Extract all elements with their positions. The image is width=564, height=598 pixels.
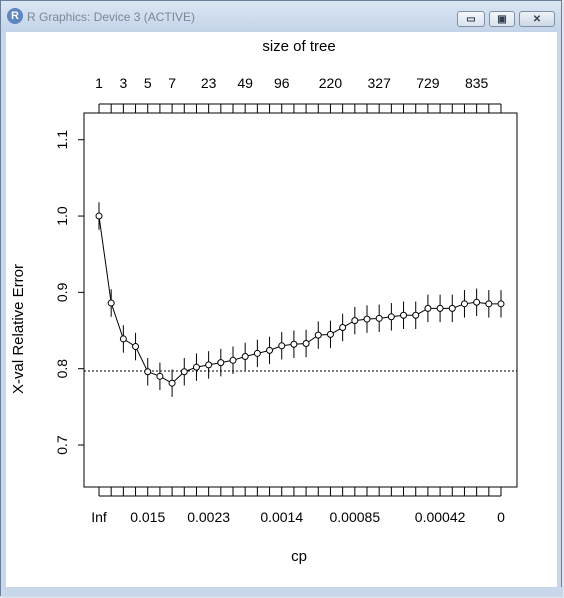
data-point xyxy=(192,363,200,371)
top-tick-label: 49 xyxy=(237,75,253,91)
data-point xyxy=(119,335,127,343)
data-point xyxy=(278,342,286,350)
top-tick-label: 729 xyxy=(416,75,440,91)
plot-frame xyxy=(83,112,518,488)
cp-plot: size of tree cp X-val Relative Error 0.7… xyxy=(10,38,518,565)
series-line xyxy=(98,215,501,384)
data-point xyxy=(253,349,261,357)
data-point xyxy=(387,313,395,321)
bottom-tick-label: 0.0014 xyxy=(260,509,303,525)
data-point xyxy=(485,300,493,308)
data-point xyxy=(375,314,383,322)
top-tick-label: 327 xyxy=(368,75,392,91)
data-point xyxy=(95,212,103,220)
data-point xyxy=(314,331,322,339)
data-point xyxy=(448,304,456,312)
plot-area: size of tree cp X-val Relative Error 0.7… xyxy=(6,32,557,587)
maximize-button[interactable]: ▣ xyxy=(489,11,515,27)
bottom-tick-label: Inf xyxy=(91,509,107,525)
x-axis-label: cp xyxy=(291,548,307,565)
y-axis-label: X-val Relative Error xyxy=(10,264,27,394)
data-point xyxy=(412,311,420,319)
data-point xyxy=(168,379,176,387)
data-point xyxy=(436,304,444,312)
data-point xyxy=(460,300,468,308)
data-point xyxy=(107,299,115,307)
bottom-tick-label: 0.0023 xyxy=(187,509,230,525)
minimize-button[interactable]: ▭ xyxy=(457,11,485,27)
y-tick-label: 0.8 xyxy=(54,359,70,379)
data-point xyxy=(424,304,432,312)
top-tick-label: 1 xyxy=(95,75,103,91)
top-axis-label: size of tree xyxy=(262,38,335,55)
title-bar[interactable]: R R Graphics: Device 3 (ACTIVE) ▭ ▣ ✕ xyxy=(1,1,561,33)
data-point xyxy=(473,298,481,306)
data-point xyxy=(302,340,310,348)
data-point xyxy=(400,311,408,319)
data-point xyxy=(326,330,334,338)
data-point xyxy=(217,359,225,367)
data-point xyxy=(363,315,371,323)
top-tick-label: 23 xyxy=(201,75,217,91)
bottom-tick-label: 0.015 xyxy=(130,509,165,525)
data-point xyxy=(351,317,359,325)
window-title: R Graphics: Device 3 (ACTIVE) xyxy=(27,10,196,24)
top-tick-label: 220 xyxy=(319,75,343,91)
data-point xyxy=(266,346,274,354)
y-tick-label: 0.7 xyxy=(54,435,70,455)
data-point xyxy=(156,372,164,380)
data-point xyxy=(229,356,237,364)
r-logo-icon: R xyxy=(7,8,23,24)
data-point xyxy=(339,323,347,331)
window-bottom-border xyxy=(1,587,563,597)
data-point xyxy=(180,368,188,376)
top-tick-label: 96 xyxy=(274,75,290,91)
data-point xyxy=(497,300,505,308)
top-tick-label: 7 xyxy=(168,75,176,91)
top-tick-label: 835 xyxy=(465,75,489,91)
data-point xyxy=(241,352,249,360)
y-tick-label: 1.1 xyxy=(54,130,70,150)
bottom-tick-label: 0.00085 xyxy=(330,509,381,525)
data-point xyxy=(290,340,298,348)
data-point xyxy=(132,343,140,351)
top-tick-label: 5 xyxy=(144,75,152,91)
data-point xyxy=(144,368,152,376)
y-tick-label: 1.0 xyxy=(54,206,70,226)
top-tick-label: 3 xyxy=(119,75,127,91)
bottom-tick-label: 0 xyxy=(497,509,505,525)
data-point xyxy=(205,361,213,369)
y-tick-label: 0.9 xyxy=(54,282,70,302)
close-button[interactable]: ✕ xyxy=(519,11,555,27)
bottom-tick-label: 0.00042 xyxy=(415,509,466,525)
